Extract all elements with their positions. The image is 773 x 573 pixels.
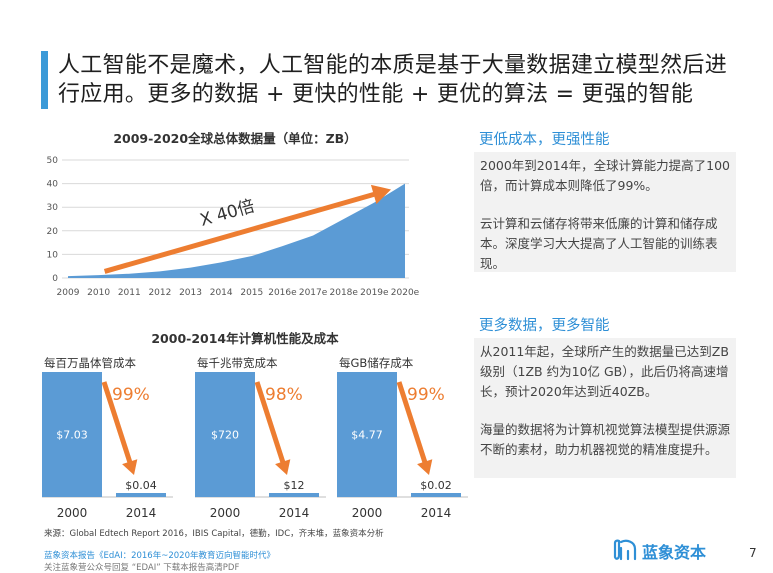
drop-arrowhead — [275, 459, 291, 475]
x-tick-label: 2014 — [210, 288, 233, 298]
y-tick-label: 0 — [52, 274, 58, 284]
side-box-cost: 2000年到2014年，全球计算能力提高了100倍，而计算成本则降低了99%。 … — [474, 152, 736, 272]
side-box-data: 从2011年起，全球所产生的数据量已达到ZB 级别（1ZB 约为10亿 GB），… — [474, 338, 736, 478]
drop-arrow-shaft — [254, 381, 287, 467]
bar — [116, 493, 166, 497]
y-tick-label: 20 — [47, 227, 59, 237]
x-tick-label: 2011 — [118, 288, 141, 298]
drop-arrow-shaft — [101, 381, 134, 467]
panel-label: 每千兆带宽成本 — [197, 356, 278, 370]
brand-logo: 蓝象资本 — [612, 539, 706, 563]
footer-download-note: 关注蓝象营公众号回复 “EDAI” 下载本报告高清PDF — [44, 563, 240, 573]
y-tick-label: 50 — [47, 156, 59, 166]
bar — [195, 372, 255, 497]
bar — [411, 493, 461, 497]
x-category-label: 2014 — [279, 506, 310, 520]
trend-arrowhead — [370, 184, 391, 205]
x-tick-label: 2012 — [148, 288, 171, 298]
bar-value-label: $720 — [211, 429, 239, 442]
accent-bar — [41, 51, 48, 109]
y-tick-label: 30 — [47, 203, 59, 213]
x-tick-label: 2016e — [268, 288, 297, 298]
side-heading-data: 更多数据，更多智能 — [479, 318, 610, 334]
bar-value-label: $0.04 — [125, 479, 157, 492]
brand-logo-text: 蓝象资本 — [642, 543, 707, 562]
side-para-cost-1: 2000年到2014年，全球计算能力提高了100倍，而计算成本则降低了99%。 — [480, 158, 730, 193]
drop-percentage: 99% — [407, 385, 445, 405]
bar — [337, 372, 397, 497]
side-heading-cost: 更低成本，更强性能 — [479, 132, 610, 148]
bar-chart-title: 2000-2014年计算机性能及成本 — [151, 331, 339, 346]
panel-label: 每GB储存成本 — [339, 356, 414, 370]
y-tick-label: 10 — [47, 250, 59, 260]
bar-value-label: $12 — [284, 479, 305, 492]
headline-line-2: 行应用。更多的数据 + 更快的性能 + 更优的算法 = 更强的智能 — [58, 82, 694, 107]
drop-percentage: 99% — [112, 385, 150, 405]
drop-arrowhead — [417, 459, 433, 475]
side-para-data-2: 海量的数据将为计算机视觉算法模型提供源源不断的素材，助力机器视觉的精准度提升。 — [480, 422, 731, 457]
x-tick-label: 2009 — [57, 288, 80, 298]
bar — [269, 493, 319, 497]
source-note: 来源：Global Edtech Report 2016，IBIS Capita… — [44, 529, 384, 539]
x-tick-label: 2020e — [391, 288, 420, 298]
bar-value-label: $7.03 — [56, 429, 88, 442]
footer-report-title: 蓝象资本报告《EdAI：2016年~2020年教育迈向智能时代》 — [44, 551, 275, 561]
x-category-label: 2014 — [421, 506, 452, 520]
trend-arrow-shaft — [103, 189, 383, 274]
page-number: 7 — [749, 546, 757, 560]
x-category-label: 2014 — [126, 506, 157, 520]
x-category-label: 2000 — [352, 506, 383, 520]
x-tick-label: 2018e — [330, 288, 359, 298]
x-tick-label: 2017e — [299, 288, 328, 298]
panel-label: 每百万晶体管成本 — [44, 356, 136, 370]
y-tick-label: 40 — [47, 180, 59, 190]
area-series — [68, 183, 405, 278]
headline-line-1: 人工智能不是魔术，人工智能的本质是基于大量数据建立模型然后进 — [58, 53, 728, 78]
bar — [42, 372, 102, 497]
drop-arrow-shaft — [396, 381, 429, 467]
x-tick-label: 2015 — [240, 288, 263, 298]
x-tick-label: 2010 — [87, 288, 110, 298]
growth-annotation: X 40倍 — [198, 196, 257, 231]
bar-value-label: $0.02 — [420, 479, 452, 492]
headline: 人工智能不是魔术，人工智能的本质是基于大量数据建立模型然后进 行应用。更多的数据… — [58, 51, 748, 109]
bar-chart: $7.03 2000 $0.04 2014 每百万晶体管成本 99% $720 2000 $12… — [42, 356, 468, 520]
drop-arrowhead — [122, 459, 138, 475]
x-tick-label: 2013 — [179, 288, 202, 298]
x-category-label: 2000 — [210, 506, 241, 520]
drop-percentage: 98% — [265, 385, 303, 405]
side-para-data-1: 从2011年起，全球所产生的数据量已达到ZB 级别（1ZB 约为10亿 GB），… — [480, 344, 729, 399]
area-chart: 0 10 20 30 40 50 2009 2010 2011 2012 2013 2014 2015 2… — [47, 156, 420, 298]
x-category-label: 2000 — [57, 506, 88, 520]
bar-value-label: $4.77 — [351, 429, 383, 442]
area-chart-title: 2009-2020全球总体数据量（单位：ZB） — [113, 131, 357, 146]
x-tick-label: 2019e — [360, 288, 389, 298]
side-para-cost-2: 云计算和云储存将带来低廉的计算和储存成本。深度学习大大提高了人工智能的训练表现。 — [480, 216, 718, 271]
elephant-logo-icon — [613, 539, 637, 561]
